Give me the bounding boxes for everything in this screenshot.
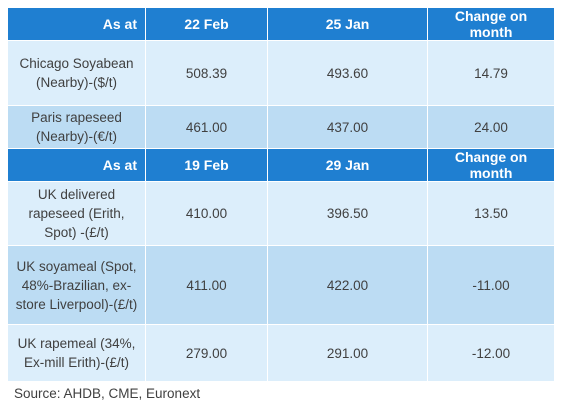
row-previous-value: 291.00 [268,325,428,382]
row-change-value: 13.50 [428,182,554,246]
table-row: Paris rapeseed (Nearby)-(€/t) 461.00 437… [8,106,554,149]
row-change-value: 14.79 [428,41,554,106]
header-date-current: 19 Feb [146,149,268,182]
row-label: Paris rapeseed (Nearby)-(€/t) [8,106,146,149]
table-row: Chicago Soyabean (Nearby)-($/t) 508.39 4… [8,41,554,106]
header-change: Change on month [428,8,554,41]
row-label: Chicago Soyabean (Nearby)-($/t) [8,41,146,106]
header-as-at: As at [8,149,146,182]
row-previous-value: 396.50 [268,182,428,246]
row-current-value: 461.00 [146,106,268,149]
oilseed-price-table: As at 22 Feb 25 Jan Change on month Chic… [8,8,554,382]
row-previous-value: 422.00 [268,246,428,325]
row-current-value: 508.39 [146,41,268,106]
row-label: UK delivered rapeseed (Erith, Spot) -(£/… [8,182,146,246]
table-row: UK rapemeal (34%, Ex-mill Erith)-(£/t) 2… [8,325,554,382]
table-row: UK soyameal (Spot, 48%-Brazilian, ex-sto… [8,246,554,325]
header-date-current: 22 Feb [146,8,268,41]
row-current-value: 410.00 [146,182,268,246]
row-previous-value: 493.60 [268,41,428,106]
source-note: Source: AHDB, CME, Euronext [14,386,201,401]
header-change: Change on month [428,149,554,182]
row-label: UK soyameal (Spot, 48%-Brazilian, ex-sto… [8,246,146,325]
header-row-2: As at 19 Feb 29 Jan Change on month [8,149,554,182]
price-table-container: As at 22 Feb 25 Jan Change on month Chic… [8,8,554,401]
row-label: UK rapemeal (34%, Ex-mill Erith)-(£/t) [8,325,146,382]
header-row-1: As at 22 Feb 25 Jan Change on month [8,8,554,41]
row-previous-value: 437.00 [268,106,428,149]
row-change-value: -11.00 [428,246,554,325]
header-date-previous: 25 Jan [268,8,428,41]
header-as-at: As at [8,8,146,41]
row-change-value: -12.00 [428,325,554,382]
table-row: UK delivered rapeseed (Erith, Spot) -(£/… [8,182,554,246]
row-current-value: 279.00 [146,325,268,382]
header-date-previous: 29 Jan [268,149,428,182]
row-current-value: 411.00 [146,246,268,325]
row-change-value: 24.00 [428,106,554,149]
